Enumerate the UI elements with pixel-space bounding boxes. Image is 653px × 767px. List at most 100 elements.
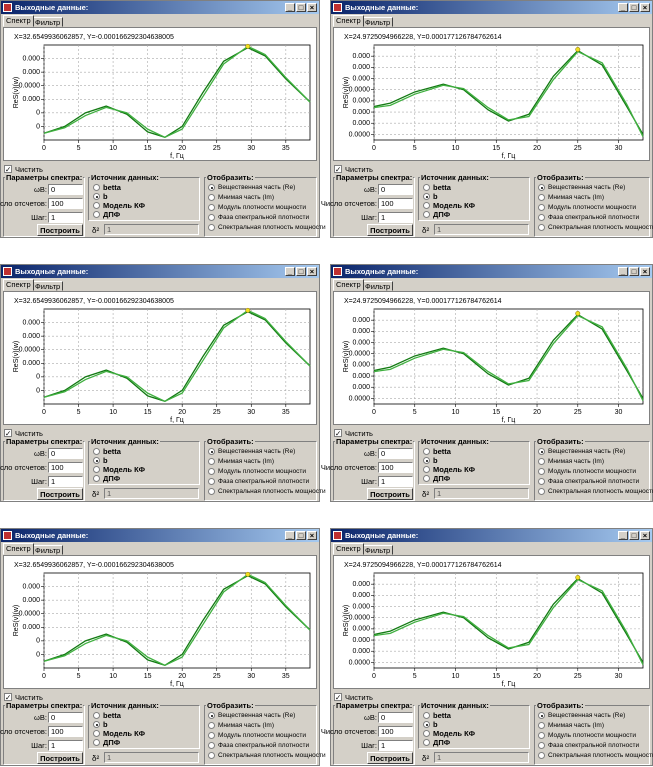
checkbox[interactable]: ✓ [334, 429, 342, 438]
radio-button[interactable] [93, 184, 100, 191]
radio-button[interactable] [93, 466, 100, 473]
tab[interactable]: Спектр [333, 15, 364, 27]
radio-button[interactable] [93, 193, 100, 200]
radio-button[interactable] [93, 211, 100, 218]
title-button[interactable]: × [307, 3, 317, 12]
text-input[interactable]: 100 [48, 198, 83, 209]
build-button[interactable]: Построить [37, 752, 83, 764]
text-input[interactable]: 100 [378, 462, 413, 473]
radio-button[interactable] [93, 202, 100, 209]
title-button[interactable]: □ [296, 267, 306, 276]
radio-button[interactable] [538, 194, 545, 201]
title-button[interactable]: _ [618, 531, 628, 540]
radio-button[interactable] [208, 458, 215, 465]
radio-button[interactable] [208, 214, 215, 221]
text-input[interactable]: 1 [48, 476, 83, 487]
title-button[interactable]: □ [296, 531, 306, 540]
radio-button[interactable] [538, 458, 545, 465]
radio-button[interactable] [208, 184, 215, 191]
radio-button[interactable] [423, 712, 430, 719]
tab[interactable]: Фильтр [362, 17, 394, 27]
radio-button[interactable] [538, 722, 545, 729]
text-input[interactable]: 100 [378, 726, 413, 737]
radio-button[interactable] [423, 475, 430, 482]
radio-button[interactable] [538, 468, 545, 475]
radio-button[interactable] [538, 204, 545, 211]
build-button[interactable]: Построить [37, 224, 83, 236]
radio-button[interactable] [208, 478, 215, 485]
title-button[interactable]: _ [285, 3, 295, 12]
radio-button[interactable] [208, 468, 215, 475]
radio-button[interactable] [208, 742, 215, 749]
radio-button[interactable] [208, 722, 215, 729]
title-button[interactable]: _ [618, 267, 628, 276]
radio-button[interactable] [208, 752, 215, 759]
text-input[interactable]: 0 [48, 712, 83, 723]
radio-button[interactable] [538, 224, 545, 231]
checkbox[interactable]: ✓ [334, 693, 342, 702]
radio-button[interactable] [93, 457, 100, 464]
tab[interactable]: Спектр [3, 543, 34, 555]
radio-button[interactable] [208, 712, 215, 719]
radio-button[interactable] [93, 739, 100, 746]
text-input[interactable]: 1 [378, 740, 413, 751]
radio-button[interactable] [538, 448, 545, 455]
radio-button[interactable] [538, 214, 545, 221]
radio-button[interactable] [538, 752, 545, 759]
text-input[interactable]: 100 [48, 462, 83, 473]
radio-button[interactable] [208, 194, 215, 201]
radio-button[interactable] [423, 448, 430, 455]
radio-button[interactable] [423, 466, 430, 473]
checkbox[interactable]: ✓ [334, 165, 342, 174]
text-input[interactable]: 0 [378, 448, 413, 459]
radio-button[interactable] [208, 204, 215, 211]
build-button[interactable]: Построить [37, 488, 83, 500]
tab[interactable]: Фильтр [32, 545, 64, 555]
text-input[interactable]: 0 [48, 448, 83, 459]
title-button[interactable]: _ [285, 267, 295, 276]
radio-button[interactable] [538, 712, 545, 719]
text-input[interactable]: 100 [48, 726, 83, 737]
checkbox[interactable]: ✓ [4, 165, 12, 174]
text-input[interactable]: 0 [378, 184, 413, 195]
build-button[interactable]: Построить [367, 752, 413, 764]
radio-button[interactable] [538, 478, 545, 485]
title-button[interactable]: □ [629, 3, 639, 12]
title-button[interactable]: □ [629, 267, 639, 276]
title-button[interactable]: × [640, 531, 650, 540]
tab[interactable]: Фильтр [32, 17, 64, 27]
radio-button[interactable] [208, 732, 215, 739]
radio-button[interactable] [208, 488, 215, 495]
title-button[interactable]: × [640, 3, 650, 12]
tab[interactable]: Спектр [333, 543, 364, 555]
title-button[interactable]: × [307, 267, 317, 276]
radio-button[interactable] [93, 730, 100, 737]
radio-button[interactable] [423, 202, 430, 209]
radio-button[interactable] [93, 448, 100, 455]
tab[interactable]: Спектр [333, 279, 364, 291]
tab[interactable]: Фильтр [362, 281, 394, 291]
tab[interactable]: Спектр [3, 279, 34, 291]
title-button[interactable]: × [307, 531, 317, 540]
build-button[interactable]: Построить [367, 488, 413, 500]
tab[interactable]: Фильтр [362, 545, 394, 555]
title-button[interactable]: □ [629, 531, 639, 540]
radio-button[interactable] [538, 742, 545, 749]
text-input[interactable]: 1 [48, 740, 83, 751]
radio-button[interactable] [538, 732, 545, 739]
radio-button[interactable] [423, 211, 430, 218]
radio-button[interactable] [423, 184, 430, 191]
title-button[interactable]: _ [285, 531, 295, 540]
radio-button[interactable] [423, 730, 430, 737]
radio-button[interactable] [93, 721, 100, 728]
tab[interactable]: Фильтр [32, 281, 64, 291]
text-input[interactable]: 1 [48, 212, 83, 223]
radio-button[interactable] [208, 448, 215, 455]
text-input[interactable]: 0 [378, 712, 413, 723]
radio-button[interactable] [423, 721, 430, 728]
title-button[interactable]: □ [296, 3, 306, 12]
text-input[interactable]: 100 [378, 198, 413, 209]
radio-button[interactable] [423, 193, 430, 200]
radio-button[interactable] [538, 488, 545, 495]
text-input[interactable]: 1 [378, 212, 413, 223]
